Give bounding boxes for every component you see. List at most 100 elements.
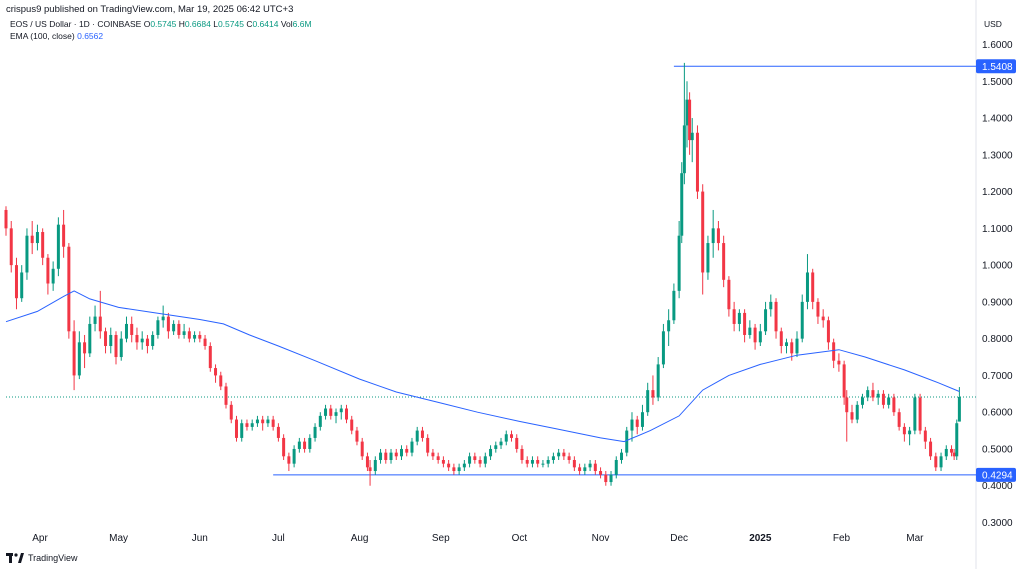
candle-body bbox=[688, 99, 692, 141]
candle-body bbox=[753, 327, 757, 343]
candle-body bbox=[261, 419, 265, 424]
y-tick-label: 0.8000 bbox=[982, 334, 1013, 345]
candle-body bbox=[313, 426, 317, 438]
ema-value: 0.6562 bbox=[77, 31, 104, 41]
candle-body bbox=[934, 456, 938, 468]
candle-body bbox=[551, 456, 555, 460]
candle-body bbox=[850, 412, 854, 420]
candle-body bbox=[832, 342, 836, 361]
publish-info: crispus9 published on TradingView.com, M… bbox=[6, 4, 294, 15]
candle-body bbox=[504, 434, 508, 442]
candle-body bbox=[14, 265, 18, 299]
candle-body bbox=[140, 338, 144, 343]
candle-body bbox=[667, 320, 671, 332]
tradingview-logo: TradingView bbox=[6, 553, 78, 563]
candle-body bbox=[292, 448, 296, 464]
y-tick-label: 1.4000 bbox=[982, 114, 1013, 125]
low-value: 0.5745 bbox=[217, 19, 244, 29]
candle-body bbox=[172, 323, 176, 332]
candle-body bbox=[640, 412, 644, 427]
candle-body bbox=[250, 423, 254, 427]
y-tick-label: 0.3000 bbox=[982, 518, 1013, 529]
candle-body bbox=[929, 441, 933, 457]
symbol-name[interactable]: EOS / US Dollar · 1D · COINBASE bbox=[10, 19, 142, 29]
candle-body bbox=[303, 441, 307, 449]
x-tick-label: Jun bbox=[192, 533, 208, 544]
candle-body bbox=[578, 467, 582, 472]
candle-body bbox=[680, 173, 684, 236]
candle-body bbox=[706, 243, 710, 273]
candle-body bbox=[677, 235, 681, 291]
candle-body bbox=[457, 467, 461, 472]
candle-body bbox=[245, 423, 249, 427]
y-tick-label: 1.0000 bbox=[982, 261, 1013, 272]
candle-body bbox=[646, 390, 650, 413]
candle-body bbox=[151, 334, 155, 347]
y-tick-label: 1.5000 bbox=[982, 77, 1013, 88]
currency-label: USD bbox=[984, 19, 1002, 29]
candle-body bbox=[701, 191, 705, 273]
candle-body bbox=[426, 437, 430, 453]
candle-body bbox=[892, 397, 896, 413]
candle-body bbox=[952, 452, 956, 457]
x-tick-label: 2025 bbox=[749, 533, 772, 544]
candle-body bbox=[4, 209, 8, 229]
candle-body bbox=[350, 419, 354, 431]
level-price-label: 1.5408 bbox=[982, 62, 1013, 73]
candle-body bbox=[360, 441, 364, 457]
candle-body bbox=[130, 323, 134, 335]
candle-body bbox=[842, 364, 846, 398]
candle-body bbox=[779, 331, 783, 347]
candle-body bbox=[104, 331, 108, 347]
high-value: 0.6684 bbox=[184, 19, 211, 29]
candle-body bbox=[722, 243, 726, 280]
candle-body bbox=[695, 132, 699, 192]
high-label: H bbox=[178, 19, 185, 29]
candle-body bbox=[732, 309, 736, 324]
open-value: 0.5745 bbox=[150, 19, 177, 29]
candle-body bbox=[913, 397, 917, 431]
candle-body bbox=[955, 423, 959, 457]
candle-body bbox=[379, 452, 383, 460]
candle-body bbox=[208, 346, 212, 369]
candle-body bbox=[384, 452, 388, 460]
candle-body bbox=[871, 390, 875, 398]
candle-body bbox=[950, 448, 954, 453]
candle-body bbox=[177, 323, 181, 335]
candle-body bbox=[334, 412, 338, 416]
y-tick-label: 0.7000 bbox=[982, 371, 1013, 382]
x-tick-label: May bbox=[109, 533, 128, 544]
candle-body bbox=[46, 257, 50, 284]
candle-body bbox=[790, 342, 794, 354]
candle-body bbox=[399, 448, 403, 457]
candle-body bbox=[609, 474, 613, 483]
candle-body bbox=[816, 301, 820, 317]
tradingview-brand: TradingView bbox=[28, 553, 78, 563]
candle-body bbox=[811, 272, 815, 302]
candle-body bbox=[826, 320, 830, 343]
candle-body bbox=[489, 448, 493, 457]
candle-body bbox=[588, 463, 592, 468]
ema-legend: EMA (100, close) 0.6562 bbox=[10, 31, 103, 41]
candle-body bbox=[67, 246, 71, 332]
candle-body bbox=[604, 474, 608, 483]
candle-body bbox=[625, 430, 629, 453]
candle-body bbox=[845, 397, 849, 413]
candle-body bbox=[897, 412, 901, 427]
candle-body bbox=[536, 459, 540, 464]
candle-body bbox=[297, 441, 301, 449]
y-tick-label: 0.6000 bbox=[982, 408, 1013, 419]
candle-body bbox=[30, 235, 34, 244]
candle-body bbox=[266, 419, 270, 424]
ema-label[interactable]: EMA (100, close) bbox=[10, 31, 75, 41]
candle-body bbox=[355, 430, 359, 442]
candle-body bbox=[743, 312, 747, 335]
open-label: O bbox=[143, 19, 151, 29]
candle-body bbox=[908, 430, 912, 435]
candle-body bbox=[182, 331, 186, 335]
candle-body bbox=[685, 99, 689, 126]
candle-body bbox=[114, 334, 118, 358]
level-price-label: 0.4294 bbox=[982, 470, 1013, 481]
candle-body bbox=[145, 338, 149, 347]
